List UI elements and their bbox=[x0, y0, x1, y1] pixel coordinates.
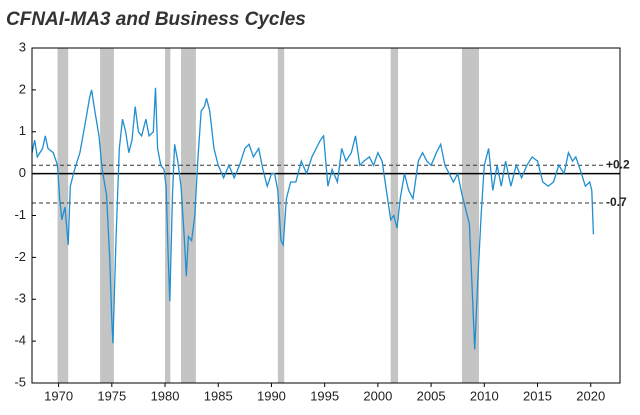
recession-band bbox=[180, 48, 196, 383]
x-tick-label: 1970 bbox=[44, 388, 73, 403]
plot-frame bbox=[31, 47, 621, 384]
y-tick-label: -1 bbox=[14, 207, 26, 222]
y-tick-label: 2 bbox=[19, 81, 26, 96]
x-tick-label: 1990 bbox=[257, 388, 286, 403]
y-tick-label: 3 bbox=[19, 39, 26, 54]
y-tick-label: -5 bbox=[14, 374, 26, 389]
x-tick-label: 2020 bbox=[576, 388, 605, 403]
y-tick-label: -4 bbox=[14, 333, 26, 348]
recession-band bbox=[461, 48, 479, 383]
y-tick-label: -2 bbox=[14, 249, 26, 264]
x-tick-label: 2010 bbox=[470, 388, 499, 403]
x-tick-label: 2000 bbox=[363, 388, 392, 403]
y-tick-label: 0 bbox=[19, 165, 26, 180]
reference-label: -0.7 bbox=[606, 195, 627, 209]
x-tick-label: 2015 bbox=[523, 388, 552, 403]
x-tick-label: 2005 bbox=[417, 388, 446, 403]
x-tick-label: 1975 bbox=[97, 388, 126, 403]
x-tick-label: 1980 bbox=[151, 388, 180, 403]
x-tick-label: 1985 bbox=[204, 388, 233, 403]
x-tick-label: 1995 bbox=[310, 388, 339, 403]
recession-band bbox=[277, 48, 285, 383]
chart-title: CFNAI-MA3 and Business Cycles bbox=[6, 9, 306, 30]
y-tick-label: -3 bbox=[14, 291, 26, 306]
reference-label: +0.2 bbox=[606, 157, 630, 171]
data-line bbox=[31, 87, 595, 350]
y-tick-label: 1 bbox=[19, 123, 26, 138]
recession-band bbox=[165, 48, 171, 383]
